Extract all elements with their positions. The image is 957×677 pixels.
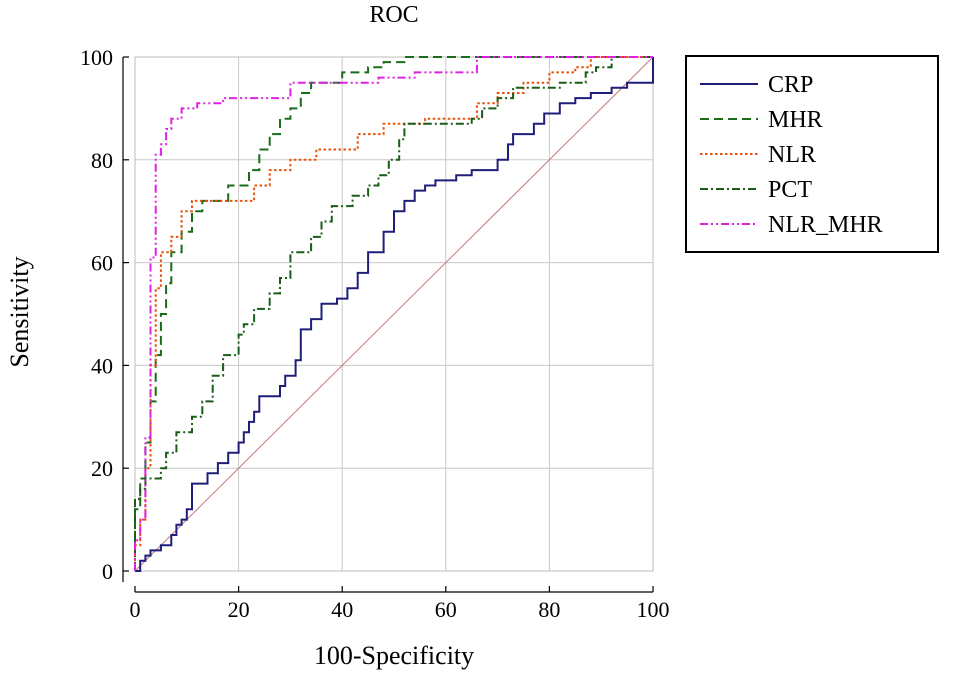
series-line-crp [135, 57, 654, 572]
series-line-nlr [134, 56, 653, 571]
y-tick-label: 0 [102, 559, 113, 584]
x-tick-label: 60 [435, 597, 457, 622]
legend-label: NLR_MHR [768, 212, 883, 238]
legend-label: PCT [768, 177, 812, 203]
x-tick-label: 100 [637, 597, 670, 622]
plot-frame [134, 56, 654, 572]
x-tick-label: 20 [228, 597, 250, 622]
x-axis-label: 100-Specificity [314, 641, 474, 670]
legend-box [685, 55, 939, 253]
y-tick-label: 80 [91, 148, 113, 173]
x-tick-label: 40 [331, 597, 353, 622]
y-tick-label: 60 [91, 251, 113, 276]
reference-line [134, 56, 654, 572]
legend: CRP MHR NLR PCT NLR_MHR [685, 55, 939, 253]
ticks: 0 20 40 60 80 100 0 20 40 60 80 100 [80, 45, 670, 622]
y-tick-label: 20 [91, 456, 113, 481]
chart-title: ROC [369, 2, 418, 28]
axes [122, 57, 653, 593]
series-group [134, 56, 654, 572]
y-tick-label: 40 [91, 353, 113, 378]
x-tick-label: 0 [130, 597, 141, 622]
legend-label: NLR [768, 142, 816, 168]
series-line-pct [134, 56, 653, 571]
series-line-mhr [134, 56, 653, 571]
x-tick-label: 80 [538, 597, 560, 622]
legend-label: MHR [768, 107, 823, 133]
grid [134, 56, 654, 572]
reference-diagonal [134, 56, 654, 572]
y-axis-label: Sensitivity [5, 256, 34, 367]
series-line-nlr-mhr [134, 56, 653, 571]
y-tick-label: 100 [80, 45, 113, 70]
legend-label: CRP [768, 72, 813, 98]
